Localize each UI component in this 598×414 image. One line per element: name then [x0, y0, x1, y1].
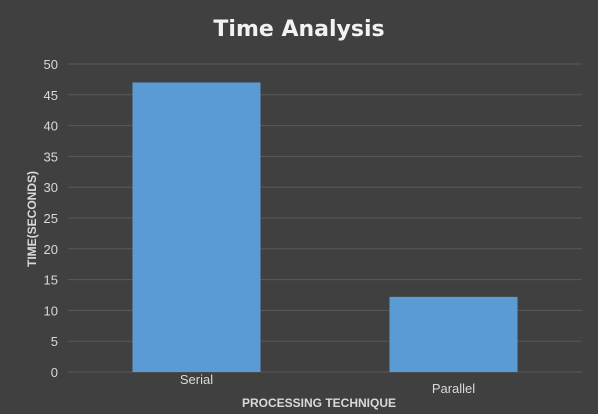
y-tick-label: 20	[44, 242, 58, 257]
bar-serial	[132, 82, 261, 372]
y-axis-title: TIME(SECONDS)	[25, 171, 39, 267]
chart-title: Time Analysis	[213, 17, 384, 42]
x-axis-title: PROCESSING TECHNIQUE	[242, 396, 396, 410]
y-tick-label: 35	[44, 149, 58, 164]
y-tick-label: 50	[44, 57, 58, 72]
x-axis-tick-labels: Serial Parallel	[180, 372, 475, 396]
y-tick-label: 15	[44, 273, 58, 288]
y-tick-label: 25	[44, 211, 58, 226]
x-tick-label-parallel: Parallel	[432, 381, 475, 396]
bars	[132, 82, 518, 372]
y-tick-label: 30	[44, 180, 58, 195]
y-tick-label: 5	[51, 334, 58, 349]
x-tick-label-serial: Serial	[180, 372, 213, 387]
y-tick-label: 45	[44, 88, 58, 103]
y-tick-label: 10	[44, 303, 58, 318]
y-tick-label: 40	[44, 119, 58, 134]
bar-parallel	[389, 296, 518, 372]
y-axis-tick-labels: 0 5 10 15 20 25 30 35 40 45 50	[44, 57, 58, 380]
y-tick-label: 0	[51, 365, 58, 380]
